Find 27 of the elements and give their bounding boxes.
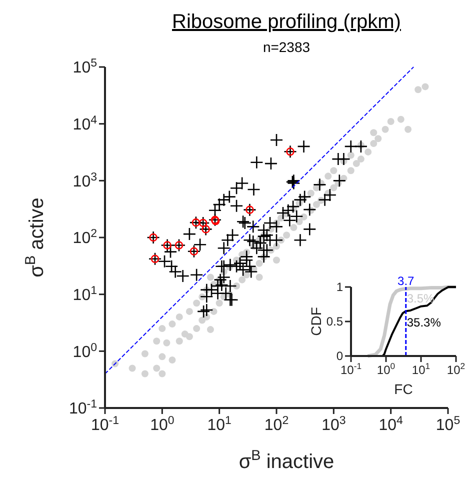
x-axis-title: σ$^{B}$ inactive: [238, 448, 334, 473]
y-tick-label: 10$^{0}$: [72, 342, 97, 361]
annotation: 3.5%: [406, 291, 435, 306]
x-tick-label: 10$^{1}$: [412, 361, 430, 377]
x-tick-label: 10$^{2}$: [446, 361, 466, 377]
y-tick-label: 10$^{3}$: [72, 171, 97, 190]
annotation: 35.3%: [406, 316, 442, 330]
x-tick-label: 10$^{4}$: [378, 415, 404, 434]
x-tick-label: 10$^{-1}$: [90, 415, 120, 434]
x-tick-label: 10$^{0}$: [150, 415, 174, 434]
x-tick-label: 10$^{1}$: [207, 415, 232, 434]
y-tick-label: 1: [336, 280, 344, 294]
y-tick-label: 10$^{4}$: [72, 114, 98, 134]
ref-line-label: 3.7: [398, 274, 415, 288]
x-tick-label: 10$^{2}$: [264, 415, 289, 434]
y-tick-label: 0.5: [326, 314, 344, 329]
y-tick-label: 10$^{5}$: [72, 58, 97, 77]
y-tick-label: 10$^{-1}$: [68, 398, 97, 418]
x-tick-label: 10$^{0}$: [376, 361, 396, 377]
y-axis-title: CDF: [308, 307, 324, 336]
chart-title: Ribosome profiling (rpkm): [172, 11, 401, 33]
y-tick-label: 10$^{2}$: [72, 228, 97, 248]
chart-subtitle: n=2383: [262, 39, 310, 55]
y-tick-label: 0: [336, 349, 344, 364]
x-tick-label: 10$^{5}$: [436, 415, 460, 434]
x-axis-title: FC: [394, 381, 413, 397]
y-tick-label: 10$^{1}$: [72, 284, 97, 304]
